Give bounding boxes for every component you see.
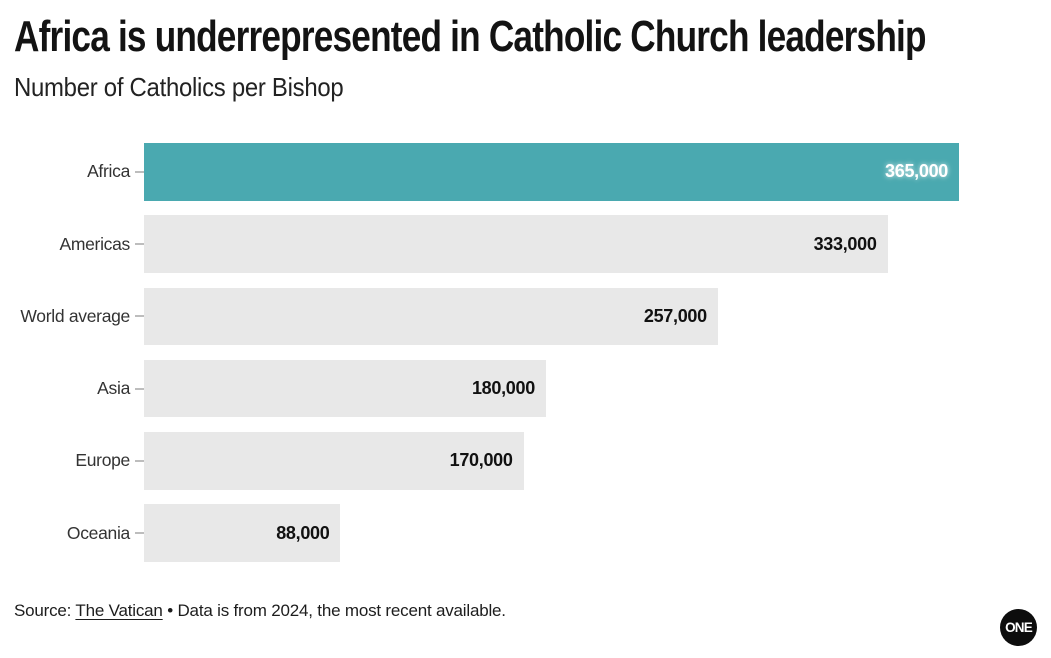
axis-tick-slot xyxy=(130,432,144,490)
chart-row: Africa 365,000 xyxy=(0,143,959,201)
bar-track: 333,000 xyxy=(144,215,959,273)
bar-oceania: 88,000 xyxy=(144,504,341,562)
source-note: Source: The Vatican • Data is from 2024,… xyxy=(14,601,506,621)
one-logo: ONE xyxy=(1000,609,1037,646)
category-label: Africa xyxy=(87,161,130,182)
source-separator: • xyxy=(162,601,178,620)
one-logo-text: ONE xyxy=(1005,620,1033,635)
category-label: Asia xyxy=(97,378,130,398)
bar-americas: 333,000 xyxy=(144,215,888,273)
axis-tick xyxy=(135,315,144,318)
value-label: 257,000 xyxy=(643,305,707,326)
axis-tick xyxy=(135,532,144,534)
bar-track: 257,000 xyxy=(144,287,959,345)
category-label: Americas xyxy=(59,233,130,254)
bar-world-average: 257,000 xyxy=(144,287,718,345)
axis-tick-slot xyxy=(130,215,144,273)
bar-africa: 365,000 xyxy=(144,143,959,201)
axis-tick-slot xyxy=(130,360,144,418)
source-prefix: Source: xyxy=(14,601,76,620)
bar-track: 88,000 xyxy=(144,504,959,562)
axis-tick xyxy=(135,387,144,390)
chart-row: Europe 170,000 xyxy=(0,432,959,490)
bar-track: 365,000 xyxy=(144,143,959,201)
bar-track: 180,000 xyxy=(144,359,959,418)
axis-tick xyxy=(135,459,144,462)
source-link[interactable]: The Vatican xyxy=(75,601,163,620)
axis-tick-slot xyxy=(130,504,144,562)
category-label: Europe xyxy=(75,450,130,471)
bar-track: 170,000 xyxy=(144,432,959,490)
chart-row: Oceania 88,000 xyxy=(0,504,959,562)
page-title: Africa is underrepresented in Catholic C… xyxy=(14,12,927,61)
chart-row: Asia 180,000 xyxy=(0,359,959,418)
bar-europe: 170,000 xyxy=(144,432,524,490)
chart-row: Americas 333,000 xyxy=(0,215,959,273)
page-subtitle: Number of Catholics per Bishop xyxy=(14,72,344,102)
category-label: World average xyxy=(20,305,130,326)
source-suffix: Data is from 2024, the most recent avail… xyxy=(177,601,506,620)
axis-tick-slot xyxy=(130,143,144,201)
axis-tick xyxy=(135,170,144,173)
value-label: 170,000 xyxy=(449,450,513,471)
category-label: Oceania xyxy=(66,522,130,543)
value-label: 365,000 xyxy=(885,161,948,182)
value-label: 333,000 xyxy=(813,233,877,254)
bar-chart: Africa 365,000 Americas 333,000 xyxy=(0,143,959,577)
axis-tick-slot xyxy=(130,288,144,346)
axis-tick xyxy=(135,243,144,245)
chart-row: World average 257,000 xyxy=(0,287,959,346)
value-label: 180,000 xyxy=(471,378,535,398)
bar-asia: 180,000 xyxy=(144,359,546,418)
value-label: 88,000 xyxy=(276,522,330,543)
